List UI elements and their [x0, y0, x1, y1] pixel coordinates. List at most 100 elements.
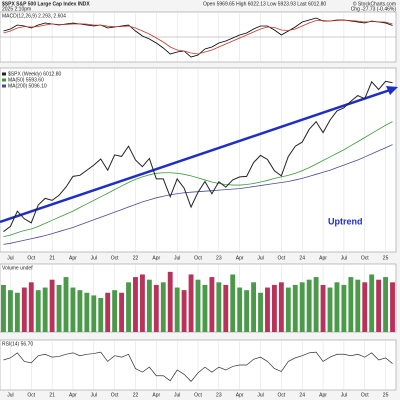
x-tick-label: Apr	[236, 255, 244, 261]
volume-bar	[84, 292, 90, 332]
volume-bar	[174, 287, 180, 332]
x-tick-label: Jul	[257, 392, 263, 398]
volume-bar	[56, 284, 62, 332]
volume-bar	[334, 282, 340, 332]
volume-bar	[7, 290, 13, 332]
ma-line	[3, 121, 393, 238]
legend-swatch	[2, 78, 6, 82]
x-tick-label: 24	[299, 255, 305, 261]
volume-bar	[126, 282, 131, 332]
legend-swatch	[2, 84, 6, 88]
volume-bar	[98, 298, 104, 332]
volume-bar	[278, 282, 284, 332]
x-tick-label: Apr	[319, 392, 327, 398]
volume-bar	[153, 284, 159, 332]
timestamp: 2025 2:10pm	[2, 6, 31, 12]
legend-label: $SPX (Weekly) 6012.80	[8, 71, 61, 77]
volume-bar	[348, 277, 354, 332]
source: © StockCharts.com	[353, 0, 396, 7]
volume-bar	[327, 287, 333, 332]
volume-bar	[181, 290, 187, 332]
volume-bar	[139, 274, 145, 332]
volume-bar	[244, 290, 250, 332]
x-tick-label: Apr	[236, 392, 244, 398]
x-tick-label: 21	[49, 392, 55, 398]
volume-bar	[91, 295, 97, 332]
volume-bar	[42, 287, 48, 332]
volume-bar	[216, 282, 222, 332]
x-tick-label: Oct	[361, 392, 369, 398]
volume-bar	[251, 282, 257, 332]
legend-swatch	[2, 72, 6, 76]
x-tick-label: 22	[133, 392, 139, 398]
volume-bar	[146, 279, 152, 332]
legend-label: MA(50) 5593.60	[8, 77, 44, 83]
annotation: Uptrend	[328, 216, 363, 226]
volume-bar	[49, 279, 55, 332]
x-tick-label: Apr	[69, 255, 77, 261]
x-tick-label: Oct	[194, 392, 202, 398]
x-tick-label: Oct	[277, 392, 285, 398]
volume-bar	[299, 282, 305, 332]
volume-bar	[230, 274, 236, 332]
x-tick-label: Jul	[91, 255, 97, 261]
x-tick-label: 22	[133, 255, 139, 261]
macd-line	[3, 19, 393, 55]
price-line	[3, 80, 393, 232]
x-tick-label: Oct	[27, 392, 35, 398]
trend-arrow	[0, 88, 391, 224]
x-tick-label: Oct	[361, 255, 369, 261]
rsi-line	[3, 351, 393, 382]
x-tick-label: Apr	[69, 392, 77, 398]
volume-bar	[14, 292, 20, 332]
arrow-head	[386, 86, 398, 95]
volume-bar	[202, 284, 208, 332]
volume-bar	[341, 284, 347, 332]
x-tick-label: Jul	[341, 255, 347, 261]
volume-bar	[167, 271, 173, 332]
x-tick-label: 24	[299, 392, 305, 398]
trendline	[0, 86, 398, 224]
x-tick-label: Apr	[319, 255, 327, 261]
x-tick-label: Jul	[91, 392, 97, 398]
rsi-label: RSI(14) 56.70	[2, 341, 33, 347]
volume-bar	[313, 277, 319, 332]
x-tick-label: Jul	[341, 392, 347, 398]
x-tick-label: Jul	[174, 392, 180, 398]
x-tick-label: Jul	[7, 392, 13, 398]
x-tick-label: 21	[49, 255, 55, 261]
x-tick-label: Jul	[257, 255, 263, 261]
x-tick-label: Oct	[194, 255, 202, 261]
volume-bar	[292, 284, 298, 332]
volume-bar	[105, 292, 111, 332]
volume-bar	[119, 292, 125, 332]
x-tick-label: Oct	[111, 392, 119, 398]
volume-bar	[362, 282, 368, 332]
x-tick-label: Jul	[174, 255, 180, 261]
x-tick-label: 23	[216, 392, 222, 398]
volume-bar	[195, 279, 201, 332]
volume-bar	[306, 279, 312, 332]
change: Chg -27.73 (-0.46%)	[351, 6, 397, 12]
volume-bar	[77, 290, 83, 332]
volume-bar	[133, 277, 138, 332]
volume-bar	[28, 282, 34, 332]
volume-bar	[70, 287, 76, 332]
x-tick-label: Oct	[277, 255, 285, 261]
volume-bar	[390, 282, 395, 332]
volume-bar	[63, 277, 69, 332]
volume-bar	[258, 292, 263, 332]
chart-title: $SPX S&P 500 Large Cap Index INDX	[2, 1, 90, 7]
volume-bar	[271, 284, 277, 332]
volume-bar	[320, 284, 326, 332]
volume-bar	[237, 287, 243, 332]
x-tick-label: Oct	[111, 255, 119, 261]
x-tick-label: 25	[383, 392, 389, 398]
volume-bar	[383, 277, 389, 332]
macd-label: MACD(12,26,9) 2.293, 2.604	[2, 13, 66, 19]
volume-bar	[35, 290, 41, 332]
x-tick-label: Apr	[152, 392, 160, 398]
x-tick-label: 25	[383, 255, 389, 261]
volume-bar	[1, 284, 6, 332]
